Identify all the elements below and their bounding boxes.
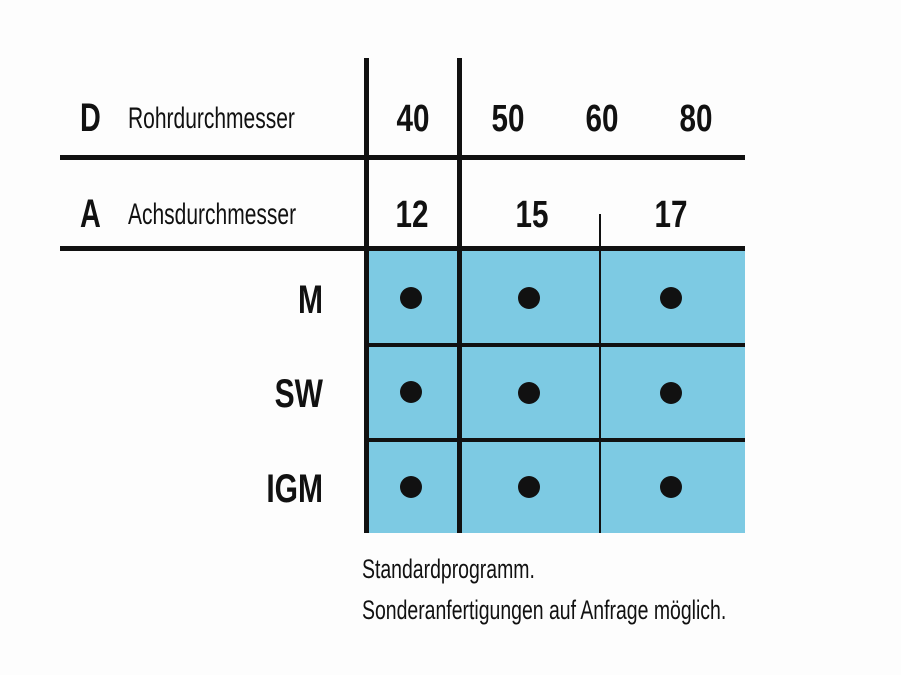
divider-line: [366, 343, 745, 347]
available-dot: [400, 381, 422, 403]
divider-line: [599, 214, 601, 533]
available-dot: [400, 476, 422, 498]
available-dot: [660, 287, 682, 309]
pipe-diameter-value: 60: [585, 98, 619, 140]
available-dot: [660, 476, 682, 498]
axle-diameter-value: 15: [515, 194, 549, 236]
axle-diameter-value: 17: [654, 194, 688, 236]
row-label-m: M: [298, 278, 323, 322]
axle-diameter-value: 12: [395, 194, 429, 236]
available-dot: [518, 382, 540, 404]
row-label-igm: IGM: [266, 467, 323, 511]
available-dot: [660, 382, 682, 404]
divider-line: [366, 438, 745, 442]
footer-custom: Sonderanfertigungen auf Anfrage möglich.: [362, 595, 727, 625]
pipe-diameter-value: 80: [679, 98, 713, 140]
label-rohrdurchmesser: Rohrdurchmesser: [128, 102, 295, 135]
pipe-diameter-value: 50: [491, 98, 525, 140]
row-label-sw: SW: [274, 372, 323, 416]
available-dot: [518, 287, 540, 309]
symbol-d: D: [80, 96, 101, 140]
footer-standard: Standardprogramm.: [362, 554, 535, 584]
symbol-a: A: [80, 192, 101, 236]
label-achsdurchmesser: Achsdurchmesser: [128, 198, 297, 231]
available-dot: [518, 476, 540, 498]
divider-line: [364, 58, 369, 533]
divider-line: [457, 58, 462, 533]
divider-line: [60, 246, 745, 251]
pipe-diameter-value: 40: [396, 98, 430, 140]
divider-line: [60, 155, 745, 160]
available-dot: [400, 287, 422, 309]
availability-grid-fill: [366, 248, 745, 533]
